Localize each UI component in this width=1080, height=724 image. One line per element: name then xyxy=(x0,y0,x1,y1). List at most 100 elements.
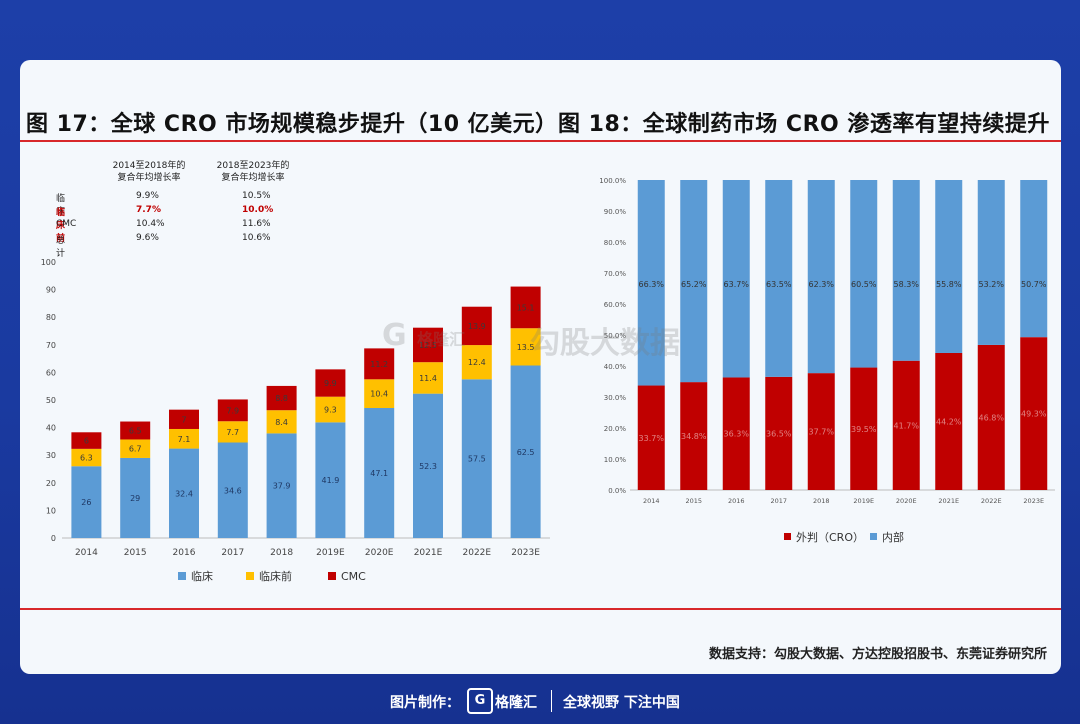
bar-segment xyxy=(977,344,1005,490)
bar-segment xyxy=(680,180,708,383)
table-cell-value: 11.6% xyxy=(242,219,271,229)
bar-segment xyxy=(510,328,541,366)
bar-segment xyxy=(510,286,541,329)
x-tick-label: 2022E xyxy=(981,497,1002,505)
bar-segment xyxy=(169,448,199,538)
table-cell-value: 10.6% xyxy=(242,233,271,243)
y-tick-label: 70.0% xyxy=(604,270,627,278)
data-label: 41.7% xyxy=(894,421,920,430)
table-header-line: 2018至2023年的 xyxy=(216,161,290,171)
table-cell-value: 10.5% xyxy=(242,191,271,201)
bar-segment xyxy=(364,348,395,380)
data-label: 32.4 xyxy=(175,489,193,498)
bar-segment xyxy=(461,379,492,538)
bar-segment xyxy=(364,379,395,409)
x-tick-label: 2014 xyxy=(643,497,660,505)
footer-bar: 图片制作： G 格隆汇 全球视野 下注中国 xyxy=(0,684,1080,718)
bar-segment xyxy=(765,180,793,377)
table-cell-value: 10.0% xyxy=(242,205,274,215)
report-card: 图 17：全球 CRO 市场规模稳步提升（10 亿美元） 图 18：全球制药市场… xyxy=(20,60,1061,674)
legend-label: 临床前 xyxy=(259,569,292,583)
y-tick-label: 20 xyxy=(46,479,56,488)
figure-17-title: 图 17：全球 CRO 市场规模稳步提升（10 亿美元） xyxy=(26,112,558,137)
bar-segment xyxy=(892,180,920,361)
footer-slogan: 全球视野 下注中国 xyxy=(563,695,680,711)
data-label: 62.5 xyxy=(517,448,535,457)
bar-segment xyxy=(807,373,835,490)
table-header-2014-2018: 2014至2018年的 复合年均增长率 xyxy=(94,160,204,184)
data-label: 60.5% xyxy=(851,280,877,289)
table-cell-value: 10.4% xyxy=(136,219,165,229)
data-label: 57.5 xyxy=(468,455,486,464)
legend-swatch xyxy=(870,533,877,540)
data-label: 7.7 xyxy=(226,428,239,437)
table-header-line: 2014至2018年的 xyxy=(112,161,186,171)
x-tick-label: 2017 xyxy=(221,548,244,558)
bar-segment xyxy=(315,422,346,538)
x-tick-label: 2023E xyxy=(511,548,540,558)
bar-segment xyxy=(850,180,878,368)
table-cell-value: 9.9% xyxy=(136,191,159,201)
data-label: 37.7% xyxy=(809,428,835,437)
bar-segment xyxy=(722,377,750,490)
bar-segment xyxy=(637,385,665,490)
legend-label: 外判（CRO） xyxy=(796,531,864,544)
x-tick-label: 2017 xyxy=(770,497,787,505)
bar-segment xyxy=(765,376,793,490)
legend-label: 临床 xyxy=(191,569,213,583)
title-divider xyxy=(20,140,1061,142)
legend-label: CMC xyxy=(341,570,366,583)
legend-swatch xyxy=(328,572,336,580)
data-label: 50.7% xyxy=(1021,280,1047,289)
x-tick-label: 2015 xyxy=(124,548,147,558)
data-label: 15.1 xyxy=(517,303,535,312)
data-label: 63.5% xyxy=(766,280,792,289)
bar-segment xyxy=(637,180,665,386)
bar-segment xyxy=(1020,337,1048,490)
y-tick-label: 30 xyxy=(46,451,56,460)
bar-segment xyxy=(266,410,297,434)
table-header-2018-2023: 2018至2023年的 复合年均增长率 xyxy=(198,160,308,184)
x-tick-label: 2020E xyxy=(365,548,394,558)
watermark-logo: G 格隆汇 xyxy=(382,318,465,353)
y-tick-label: 70 xyxy=(46,341,56,350)
watermark-text-brand: 格隆汇 xyxy=(417,330,466,349)
data-label: 34.8% xyxy=(681,432,707,441)
footer-separator xyxy=(551,690,552,712)
legend-label: 内部 xyxy=(882,530,904,544)
y-tick-label: 90.0% xyxy=(604,208,627,216)
x-tick-label: 2016 xyxy=(728,497,745,505)
bar-segment xyxy=(120,421,151,440)
watermark-text: 勾股大数据 xyxy=(530,326,680,361)
y-tick-label: 30.0% xyxy=(604,394,627,402)
bar-segment xyxy=(120,457,151,538)
y-tick-label: 10 xyxy=(46,506,56,515)
bar-segment xyxy=(680,382,708,490)
bar-segment xyxy=(315,396,346,423)
legend-swatch xyxy=(178,572,186,580)
data-label: 7.9 xyxy=(226,406,239,415)
data-label: 52.3 xyxy=(419,462,437,471)
watermark-icon: G xyxy=(382,318,407,353)
bar-segment xyxy=(935,352,963,490)
bar-segment xyxy=(71,432,102,449)
x-tick-label: 2018 xyxy=(270,548,293,558)
y-tick-label: 100.0% xyxy=(599,177,626,185)
data-label: 39.5% xyxy=(851,425,877,434)
data-label: 11.2 xyxy=(370,360,388,369)
bar-segment xyxy=(120,439,151,458)
bar-segment xyxy=(71,466,102,538)
data-label: 6.5 xyxy=(129,426,142,435)
x-tick-label: 2016 xyxy=(173,548,196,558)
data-label: 63.7% xyxy=(724,280,750,289)
bar-segment xyxy=(510,365,541,538)
data-label: 62.3% xyxy=(809,280,835,289)
table-header-line: 复合年均增长率 xyxy=(117,173,181,183)
data-label: 29 xyxy=(130,494,140,503)
y-tick-label: 0.0% xyxy=(608,487,626,495)
x-tick-label: 2015 xyxy=(685,497,702,505)
y-tick-label: 40 xyxy=(46,424,56,433)
bar-segment xyxy=(169,428,199,449)
bar-segment xyxy=(850,367,878,490)
bar-segment xyxy=(217,442,248,538)
